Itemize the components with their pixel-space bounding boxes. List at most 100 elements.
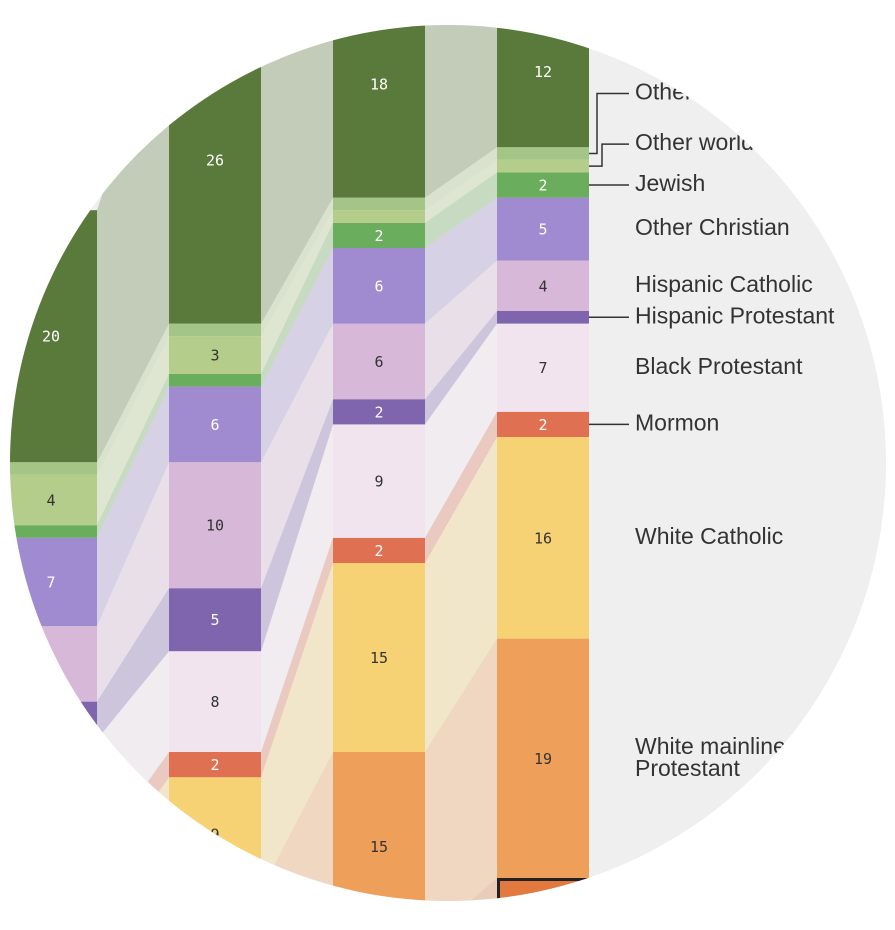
ribbon (97, 588, 169, 740)
value-label: 10 (206, 517, 224, 535)
bar-segment (169, 890, 261, 901)
bar-segment (497, 159, 589, 173)
ribbon (425, 323, 497, 538)
bar-segment (497, 878, 589, 901)
ribbon (261, 399, 333, 652)
ribbon (425, 638, 497, 901)
bar-segment (333, 248, 425, 324)
bar-segment (169, 777, 261, 891)
ribbon (97, 336, 169, 526)
bar-segment (10, 626, 97, 702)
ribbon (97, 462, 169, 702)
value-label: 3 (46, 712, 55, 730)
bar-segment (333, 563, 425, 752)
legend-label: Hispanic Catholic (635, 271, 813, 297)
ribbon (425, 260, 497, 400)
value-label: 3 (210, 347, 219, 365)
bar-segment (10, 525, 97, 538)
bar-segment (497, 638, 589, 878)
legend-label: White Catholic (635, 523, 783, 549)
bar-segment (333, 222, 425, 248)
ribbon (261, 210, 333, 374)
value-label: 4 (46, 492, 55, 510)
bar-segment (497, 147, 589, 160)
bar-segment (333, 323, 425, 400)
bar-segment (169, 462, 261, 589)
value-label: 2 (210, 756, 219, 774)
bar-segment (333, 752, 425, 901)
ribbon (261, 248, 333, 463)
bar-segment (333, 210, 425, 223)
value-label: 6 (46, 655, 55, 673)
bar-segment (333, 537, 425, 563)
highlight-outline (497, 878, 589, 901)
bar-segment (333, 424, 425, 538)
value-label: 6 (374, 277, 383, 295)
legend-label: White mainline Protestant (635, 733, 792, 781)
value-label: 7 (46, 573, 55, 591)
value-label: 26 (206, 151, 224, 169)
ribbon (425, 311, 497, 425)
ribbon (261, 323, 333, 589)
bar-segment (497, 437, 589, 639)
value-label: 9 (46, 788, 55, 806)
ribbon (261, 197, 333, 337)
value-label: 5 (538, 221, 547, 239)
legend-label: Other Christian (635, 214, 790, 240)
value-label: 12 (534, 63, 552, 81)
value-label: 6 (210, 416, 219, 434)
bar-segment (169, 336, 261, 374)
value-label: 18 (370, 76, 388, 94)
value-label: 4 (538, 277, 547, 295)
ribbon (425, 197, 497, 324)
legend-label: Hispanic Protestant (635, 302, 835, 328)
bar-segment (497, 197, 589, 261)
bar-segment (169, 588, 261, 652)
ribbon (425, 147, 497, 211)
ribbons (97, 25, 497, 901)
bar-segment (497, 260, 589, 311)
ribbon (425, 25, 497, 198)
bar-segment (333, 399, 425, 425)
bar-segment (497, 172, 589, 198)
value-label: 20 (42, 328, 60, 346)
value-label: 8 (210, 693, 219, 711)
value-label: 16 (534, 529, 552, 547)
ribbon (261, 563, 333, 891)
legend-label: Other world (635, 129, 754, 155)
bar-segment (497, 311, 589, 324)
legend-label: Jewish (635, 170, 705, 196)
ribbon (425, 172, 497, 248)
bar-segment (10, 878, 97, 901)
bar-segment (169, 651, 261, 752)
bar-segment (10, 474, 97, 526)
bar-segment (10, 701, 97, 740)
ribbon (97, 777, 169, 901)
bar-segment (169, 386, 261, 463)
value-label: 2 (46, 857, 55, 875)
legend-label: Black Protestant (635, 353, 803, 379)
ribbon (261, 25, 333, 324)
bar-segment (169, 323, 261, 337)
ribbon (425, 159, 497, 223)
leader-line (589, 92, 629, 155)
value-label: 2 (374, 542, 383, 560)
ribbon (425, 411, 497, 563)
ribbon (261, 537, 333, 778)
bar-segment (497, 25, 589, 148)
value-label: 7 (538, 359, 547, 377)
ribbon (97, 890, 169, 901)
leader-line (589, 143, 629, 167)
value-label: 5 (210, 611, 219, 629)
value-label: 2 (374, 227, 383, 245)
bar-segment (333, 25, 425, 198)
bar-segment (497, 323, 589, 412)
bar-segment (10, 462, 97, 475)
value-label: 19 (534, 750, 552, 768)
value-label: 2 (538, 177, 547, 195)
value-label: 9 (210, 825, 219, 843)
value-label: 15 (370, 838, 388, 856)
